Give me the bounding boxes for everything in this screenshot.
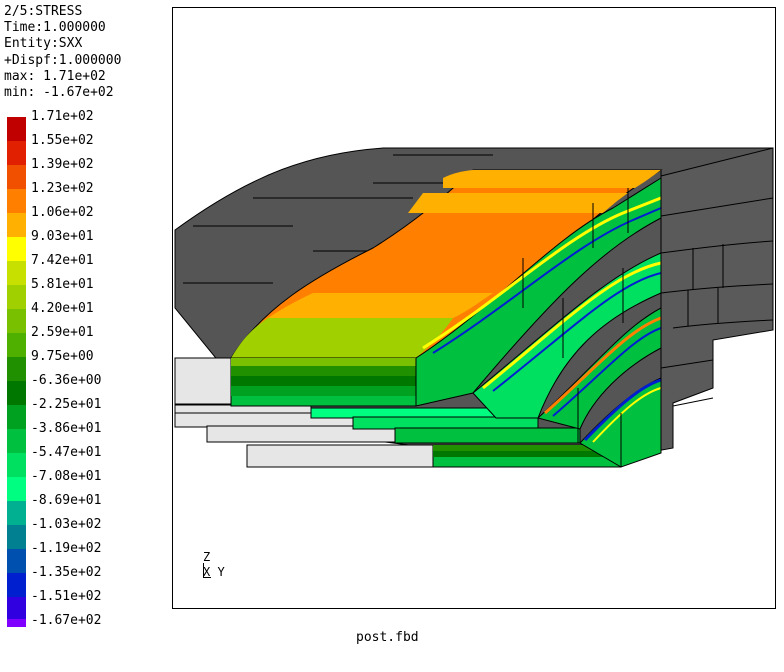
legend-label: 1.71e+02 [31,109,94,124]
legend-label: 1.06e+02 [31,205,94,220]
time-label: Time:1.000000 [4,20,106,36]
legend-swatch [7,261,26,285]
legend-swatch [7,333,26,357]
legend-swatch [7,405,26,429]
x-axis-line [203,577,211,578]
max-value-label: max: 1.71e+02 [4,68,106,84]
legend-label: 1.39e+02 [31,157,94,172]
legend-swatch [7,477,26,501]
fem-model[interactable] [173,8,775,608]
3d-viewport[interactable]: Z X Y [172,7,776,609]
legend-label: 9.03e+01 [31,229,94,244]
plate-5 [246,444,434,468]
legend-label: -1.19e+02 [31,541,102,556]
dataset-label: 2/5:STRESS [4,4,83,19]
result-info: 2/5:STRESS Time:1.000000 Entity:SXX +Dis… [4,4,121,101]
legend-swatch [7,501,26,525]
legend-swatch [7,237,26,261]
legend-label: -1.03e+02 [31,517,102,532]
legend-label: 1.55e+02 [31,133,94,148]
xy-axis-label: X Y [203,565,225,579]
legend-swatch [7,429,26,453]
legend-label: 2.59e+01 [31,325,94,340]
legend-label: 4.20e+01 [31,301,94,316]
legend-swatch [7,549,26,573]
entity-label: Entity:SXX [4,36,83,52]
legend-label: -8.69e+01 [31,493,102,508]
plate-1 [174,357,232,405]
z-axis-line [203,563,204,578]
legend-swatch [7,525,26,549]
legend-swatch [7,213,26,237]
legend-label: 9.75e+00 [31,349,94,364]
legend-swatch [7,619,26,627]
legend-label: -2.25e+01 [31,397,102,412]
legend-label: 1.23e+02 [31,181,94,196]
legend-label: -3.86e+01 [31,421,102,436]
z-axis-label: Z [203,550,211,564]
legend-swatch [7,381,26,405]
legend-swatch [7,573,26,597]
legend-label: 7.42e+01 [31,253,94,268]
legend-label: -1.67e+02 [31,613,102,628]
file-name: post.fbd [356,630,419,645]
legend-swatch [7,189,26,213]
legend-label: -1.51e+02 [31,589,102,604]
legend-label: -1.35e+02 [31,565,102,580]
legend-label: -6.36e+00 [31,373,102,388]
stress-layers [415,177,662,468]
legend-swatch [7,597,26,621]
legend-swatch [7,165,26,189]
legend-swatch [7,285,26,309]
legend-label: -5.47e+01 [31,445,102,460]
legend-swatch [7,117,26,141]
min-value-label: min: -1.67e+02 [4,85,114,101]
legend-swatch [7,357,26,381]
legend-swatch [7,141,26,165]
legend-swatch [7,309,26,333]
legend-swatch [7,453,26,477]
stress-block-front [230,357,622,468]
displacement-factor-label: +Dispf:1.000000 [4,52,122,68]
legend-label: -7.08e+01 [31,469,102,484]
legend-label: 5.81e+01 [31,277,94,292]
